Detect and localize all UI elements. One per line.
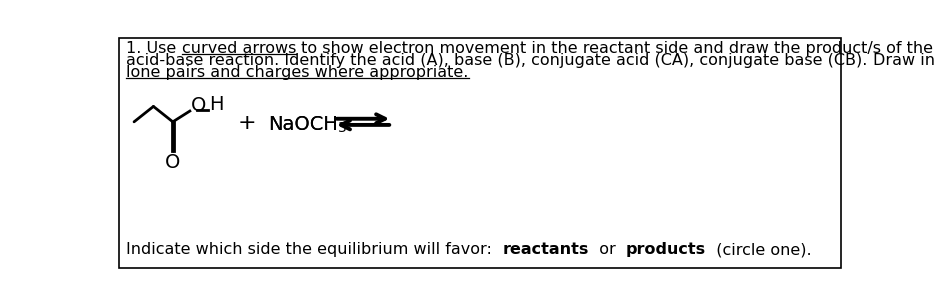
Text: O: O xyxy=(191,96,206,115)
Text: 1. Use: 1. Use xyxy=(126,41,182,55)
Text: H: H xyxy=(210,95,224,115)
Text: Indicate which side the equilibrium will favor:: Indicate which side the equilibrium will… xyxy=(126,242,503,257)
Text: NaOCH: NaOCH xyxy=(268,115,338,134)
Text: Draw in all: Draw in all xyxy=(872,53,936,68)
FancyBboxPatch shape xyxy=(119,38,841,268)
Text: lone pairs and charges where appropriate.: lone pairs and charges where appropriate… xyxy=(126,65,469,80)
Text: curved arrows: curved arrows xyxy=(182,41,296,55)
Text: 3: 3 xyxy=(338,121,346,135)
Text: O: O xyxy=(165,153,181,171)
Text: to show electron movement in the reactant side and draw the product/s of the giv: to show electron movement in the reactan… xyxy=(296,41,936,55)
Text: +: + xyxy=(238,113,256,133)
Text: (circle one).: (circle one). xyxy=(706,242,812,257)
Text: or: or xyxy=(589,242,626,257)
Text: NaOCH: NaOCH xyxy=(268,115,338,134)
Text: reactants: reactants xyxy=(503,242,589,257)
Text: products: products xyxy=(626,242,706,257)
Text: acid-base reaction. Identify the acid (A), base (B), conjugate acid (CA), conjug: acid-base reaction. Identify the acid (A… xyxy=(126,53,872,68)
